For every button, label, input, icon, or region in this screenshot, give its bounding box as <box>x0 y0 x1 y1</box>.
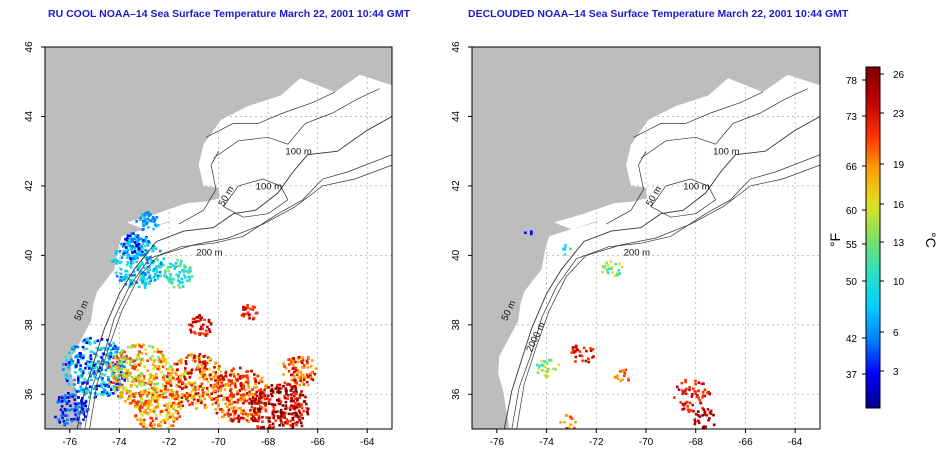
map-axes: -76 -74 -72 -70 -68 -66 -64 36 38 40 42 44 46 <box>451 41 803 448</box>
longitude-tick-label: -66 <box>738 437 753 448</box>
celsius-tick-label: 19 <box>893 160 905 171</box>
bathymetry-contours <box>76 88 392 429</box>
right-map-title: DECLOUDED NOAA–14 Sea Surface Temperatur… <box>468 8 849 20</box>
fahrenheit-tick-label: 78 <box>846 76 858 87</box>
longitude-tick-label: -72 <box>589 437 604 448</box>
celsius-tick-label: 23 <box>893 109 905 120</box>
longitude-tick-label: -76 <box>63 437 78 448</box>
celsius-tick-label: 6 <box>893 328 899 339</box>
contour-label: 100 m <box>713 147 739 158</box>
latitude-tick-label: 36 <box>24 388 35 400</box>
celsius-tick-label: 26 <box>893 70 905 81</box>
longitude-tick-label: -64 <box>788 437 803 448</box>
celsius-ticks: 26 23 19 16 13 10 6 3 <box>880 70 905 378</box>
latitude-tick-label: 38 <box>451 319 462 331</box>
land-mass <box>45 47 392 429</box>
fahrenheit-tick-label: 55 <box>846 240 858 251</box>
fahrenheit-axis-label: °F <box>827 233 843 247</box>
left-map-panel: -76 -74 -72 -70 -68 -66 -64 36 38 40 42 44 46 100 m 1… <box>24 41 393 448</box>
longitude-tick-label: -68 <box>261 437 276 448</box>
latitude-tick-label: 42 <box>451 180 462 192</box>
land-mass <box>472 47 820 429</box>
contour-label: 100 m <box>256 181 282 192</box>
latitude-tick-label: 42 <box>24 180 35 192</box>
contour-label: 100 m <box>683 181 709 192</box>
latitude-tick-label: 40 <box>451 249 462 261</box>
temperature-colorbar: 78 73 66 60 55 50 42 37 26 23 19 16 13 10 6 3 °F °C <box>827 66 939 409</box>
fahrenheit-tick-label: 50 <box>846 277 858 288</box>
celsius-axis-label: °C <box>923 232 939 248</box>
longitude-tick-label: -74 <box>539 437 554 448</box>
latitude-tick-label: 44 <box>24 110 35 122</box>
colorbar-gradient <box>865 66 881 409</box>
sst-pixels <box>524 230 716 429</box>
longitude-tick-label: -66 <box>310 437 325 448</box>
celsius-tick-label: 13 <box>893 238 905 249</box>
longitude-tick-label: -68 <box>688 437 703 448</box>
celsius-tick-label: 16 <box>893 200 905 211</box>
latitude-tick-label: 44 <box>451 110 462 122</box>
fahrenheit-tick-label: 37 <box>846 370 858 381</box>
fahrenheit-tick-label: 66 <box>846 162 858 173</box>
latitude-tick-label: 46 <box>451 41 462 53</box>
longitude-tick-label: -76 <box>490 437 505 448</box>
fahrenheit-tick-label: 73 <box>846 112 858 123</box>
latitude-tick-label: 38 <box>24 319 35 331</box>
right-map-panel: -76 -74 -72 -70 -68 -66 -64 36 38 40 42 44 46 100 m 1… <box>451 41 821 448</box>
left-map-title: RU COOL NOAA–14 Sea Surface Temperature … <box>48 8 411 20</box>
fahrenheit-ticks: 78 73 66 60 55 50 42 37 <box>846 76 866 381</box>
fahrenheit-tick-label: 60 <box>846 206 858 217</box>
contour-label: 100 m <box>285 147 311 158</box>
celsius-tick-label: 10 <box>893 277 905 288</box>
fahrenheit-tick-label: 42 <box>846 334 858 345</box>
latitude-tick-label: 46 <box>24 41 35 53</box>
longitude-tick-label: -64 <box>360 437 375 448</box>
contour-label: 200 m <box>196 247 222 258</box>
longitude-tick-label: -70 <box>639 437 654 448</box>
map-axes: -76 -74 -72 -70 -68 -66 -64 36 38 40 42 44 46 <box>24 41 375 448</box>
longitude-tick-label: -72 <box>162 437 177 448</box>
longitude-tick-label: -70 <box>211 437 226 448</box>
celsius-tick-label: 3 <box>893 367 899 378</box>
contour-label: 200 m <box>624 247 650 258</box>
latitude-tick-label: 40 <box>24 249 35 261</box>
latitude-tick-label: 36 <box>451 388 462 400</box>
longitude-tick-label: -74 <box>112 437 127 448</box>
bathymetry-contours <box>503 88 820 429</box>
